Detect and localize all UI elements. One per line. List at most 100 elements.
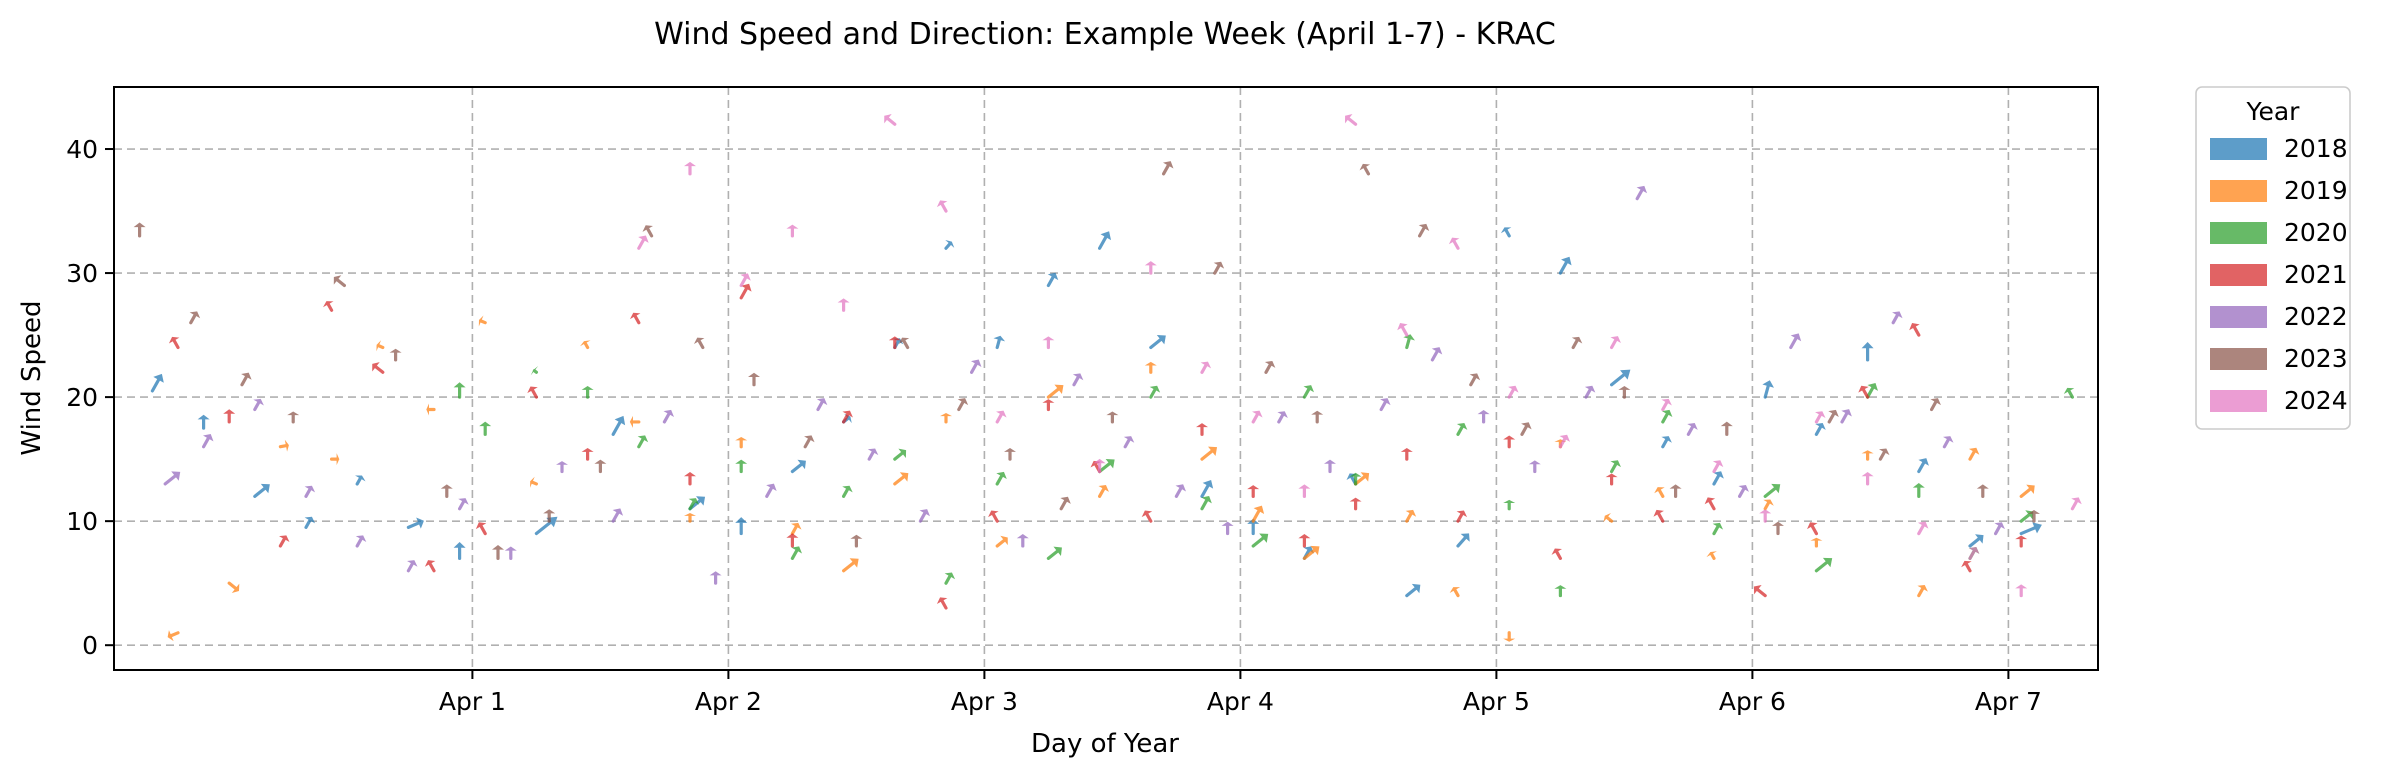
- grid-lines: [114, 87, 2098, 670]
- wind-arrow: [1200, 480, 1214, 498]
- wind-arrow: [944, 239, 955, 250]
- legend-label-2018: 2018: [2284, 134, 2348, 163]
- wind-arrow: [1661, 436, 1672, 449]
- legend-label-2020: 2020: [2284, 218, 2348, 247]
- wind-arrow: [1976, 484, 1989, 498]
- y-axis-label: Wind Speed: [17, 300, 47, 455]
- wind-arrow: [240, 372, 252, 387]
- legend-box: [2195, 86, 2351, 430]
- wind-arrow: [790, 546, 803, 560]
- wind-arrow: [841, 558, 859, 573]
- legend-title: Year: [2246, 97, 2301, 126]
- wind-arrow: [841, 410, 853, 424]
- wind-arrow: [355, 475, 366, 486]
- wind-arrow: [1712, 460, 1724, 474]
- wind-arrow: [1909, 323, 1921, 337]
- chart-title: Wind Speed and Direction: Example Week (…: [654, 17, 1556, 52]
- legend-swatch-2018: [2210, 138, 2267, 160]
- wind-arrow: [995, 535, 1008, 548]
- wind-arrow: [841, 485, 853, 498]
- wind-arrow: [709, 571, 722, 585]
- wind-arrow: [1456, 533, 1470, 548]
- wind-arrow: [1712, 471, 1724, 486]
- wind-arrow: [1456, 422, 1468, 436]
- wind-arrow: [1968, 447, 1980, 461]
- wind-arrow: [1042, 399, 1055, 412]
- legend-entries: 2018 2019 2020 2021 2022 2023 2024: [2210, 134, 2348, 415]
- wind-arrow: [1605, 473, 1618, 486]
- wind-arrow: [1403, 334, 1415, 350]
- wind-arrow: [1430, 347, 1443, 362]
- wind-arrow: [492, 544, 504, 560]
- x-tick-label: Apr 2: [695, 687, 762, 716]
- wind-arrow: [2070, 497, 2082, 511]
- wind-arrow: [1247, 485, 1260, 498]
- legend-label-2024: 2024: [2284, 386, 2348, 415]
- wind-arrow: [1200, 496, 1212, 511]
- wind-arrow: [2019, 522, 2042, 536]
- wind-arrow: [1737, 485, 1749, 498]
- wind-arrow: [816, 398, 828, 412]
- wind-arrow: [475, 522, 487, 536]
- wind-arrow: [1251, 410, 1263, 424]
- wind-arrow: [629, 312, 641, 325]
- wind-arrow: [1661, 409, 1673, 424]
- wind-arrow: [611, 415, 626, 436]
- wind-arrow: [594, 459, 607, 474]
- wind-arrow: [2019, 484, 2035, 498]
- wind-arrow: [1477, 410, 1490, 424]
- wind-arrow: [1968, 534, 1984, 548]
- wind-arrow: [581, 385, 594, 399]
- legend-label-2023: 2023: [2284, 344, 2348, 373]
- wind-arrow: [893, 472, 909, 486]
- x-tick-label: Apr 6: [1719, 687, 1786, 716]
- wind-arrow: [1968, 547, 1980, 560]
- wind-arrow: [1558, 434, 1571, 449]
- wind-arrow: [1311, 410, 1324, 424]
- wind-arrow: [1917, 584, 1928, 598]
- wind-arrow: [1558, 256, 1572, 275]
- wind-arrow: [556, 461, 568, 474]
- x-tick-label: Apr 3: [951, 687, 1018, 716]
- wind-arrow: [1004, 447, 1016, 461]
- wind-arrow: [642, 225, 654, 238]
- wind-arrow: [1653, 509, 1665, 523]
- legend-label-2021: 2021: [2284, 260, 2348, 289]
- wind-arrow: [1861, 342, 1874, 362]
- y-tick-label: 20: [66, 383, 98, 412]
- wind-arrow: [1917, 458, 1929, 474]
- wind-arrow: [1379, 398, 1391, 412]
- wind-arrow: [1635, 185, 1648, 201]
- wind-arrow: [1072, 373, 1084, 387]
- wind-arrow: [287, 411, 300, 424]
- wind-arrow: [227, 581, 240, 593]
- wind-arrow: [944, 572, 956, 585]
- y-tick-label: 30: [66, 259, 98, 288]
- wind-arrow: [662, 409, 675, 424]
- wind-arrow: [1712, 522, 1724, 536]
- wind-arrow: [1507, 385, 1519, 399]
- wind-arrow: [1763, 499, 1774, 511]
- y-tick-label: 0: [82, 631, 98, 660]
- wind-arrow: [355, 535, 367, 548]
- wind-arrow: [1251, 505, 1265, 523]
- wind-arrow: [163, 471, 181, 486]
- wind-arrow: [1106, 411, 1119, 424]
- wind-arrow: [888, 336, 901, 350]
- wind-arrow: [1149, 334, 1166, 350]
- wind-arrow: [333, 275, 346, 288]
- x-tick-label: Apr 7: [1975, 687, 2042, 716]
- wind-arrow: [372, 362, 385, 374]
- wind-arrow: [1571, 336, 1583, 350]
- wind-arrow: [1814, 411, 1826, 424]
- wind-arrow: [735, 437, 748, 449]
- wind-arrow: [253, 398, 264, 412]
- wind-arrow: [995, 471, 1007, 486]
- wind-arrow: [837, 298, 850, 312]
- wind-arrow: [504, 546, 517, 560]
- wind-arrow: [1456, 510, 1468, 523]
- wind-arrow: [637, 435, 649, 449]
- wind-arrow: [1609, 336, 1621, 350]
- wind-arrow: [1706, 551, 1717, 560]
- wind-arrow: [969, 359, 982, 374]
